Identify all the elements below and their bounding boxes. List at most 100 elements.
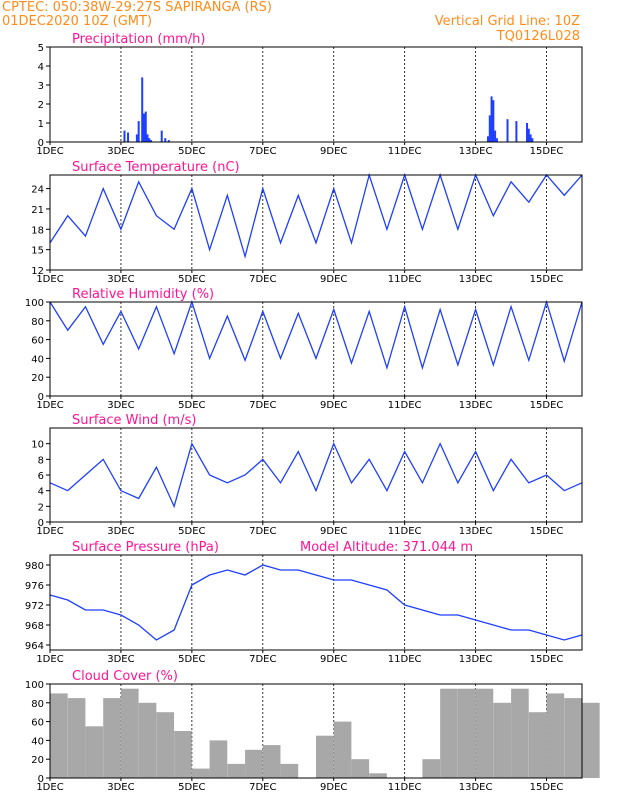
x-tick-label: 15DEC [530,526,564,537]
precip-bar [160,130,163,142]
x-tick-label: 7DEC [249,274,276,285]
x-tick-label: 11DEC [388,526,422,537]
x-tick-label: 11DEC [388,274,422,285]
x-tick-label: 7DEC [249,400,276,411]
panel-frame [49,683,583,779]
y-tick-label: 2 [38,100,44,111]
cloud-cover-bar [191,768,210,778]
cloud-cover-bar [457,688,476,778]
y-tick-label: 4 [38,487,44,498]
cloud-cover-bar [120,688,139,778]
series-line [49,441,583,509]
x-tick-label: 9DEC [320,782,347,793]
x-tick-label: 9DEC [320,274,347,285]
x-tick-label: 9DEC [320,146,347,157]
cloud-cover-bar [50,693,68,778]
y-tick-label: 5 [38,43,44,54]
y-tick-label: 15 [31,246,44,257]
cloud-cover-bar [174,731,192,778]
x-tick-label: 15DEC [530,274,564,285]
cloud-cover-bar [67,698,86,778]
x-tick-label: 5DEC [178,274,205,285]
x-tick-label: 7DEC [249,654,276,665]
x-tick-label: 5DEC [178,400,205,411]
precip-bar [137,121,140,142]
cloud-cover-bar [440,688,458,778]
cloud-cover-bar [475,688,494,778]
series-line [49,299,583,371]
cloud-cover-bar [351,759,370,778]
cloud-cover-bar [493,702,511,778]
panel-1: Surface Temperature (nC) 12 15 18 21 24 1DEC 3D… [31,160,583,285]
panel-title: Relative Humidity (%) [72,287,214,302]
cloud-cover-bar [245,749,263,778]
y-tick-label: 0 [38,774,44,785]
precip-bar [515,121,518,142]
x-tick-label: 13DEC [459,400,493,411]
panel-frame [49,46,583,143]
panel-4: Surface Pressure (hPa) Model Altitude: 37… [25,540,583,665]
panel-title: Cloud Cover (%) [72,669,178,684]
x-tick-label: 13DEC [459,782,493,793]
y-tick-label: 1 [38,119,44,130]
x-tick-label: 11DEC [388,782,422,793]
precip-bar [144,111,147,142]
y-tick-label: 976 [25,581,44,592]
y-tick-label: 80 [31,699,44,710]
y-tick-label: 3 [38,81,44,92]
precip-bar [127,132,130,142]
cloud-cover-bar [85,726,104,778]
y-tick-label: 0 [38,392,44,403]
cloud-cover-bar [564,698,582,778]
precip-bar [148,138,151,142]
header-run-time: 01DEC2020 10Z (GMT) [2,14,152,29]
y-tick-label: 10 [31,440,44,451]
header-station: CPTEC: 050:38W-29:27S SAPIRANGA (RS) [2,0,272,15]
x-tick-label: 15DEC [530,146,564,157]
y-tick-label: 0 [38,518,44,529]
panel-title: Surface Pressure (hPa) [72,540,219,555]
panel-title: Surface Temperature (nC) [72,160,240,175]
cloud-cover-bar [511,688,529,778]
panel-annotation: Model Altitude: 371.044 m [300,540,473,555]
x-tick-label: 13DEC [459,274,493,285]
y-tick-label: 60 [31,336,44,347]
y-tick-label: 80 [31,317,44,328]
cloud-cover-bar [422,759,441,778]
x-tick-label: 15DEC [530,782,564,793]
cloud-cover-bar [582,702,600,778]
x-tick-label: 5DEC [178,526,205,537]
header-model: TQ0126L028 [496,29,580,44]
cloud-cover-bar [138,702,157,778]
series-line [49,564,583,641]
y-tick-label: 20 [31,373,44,384]
precip-bar [526,123,529,142]
x-tick-label: 1DEC [36,782,63,793]
panel-frame [49,554,583,651]
x-tick-label: 1DEC [36,146,63,157]
precip-bar [150,140,153,142]
panel-3: Surface Wind (m/s) 0 2 4 6 8 10 1DEC 3DEC 5DEC 7DE… [31,413,583,537]
cloud-cover-bar [209,740,228,778]
x-tick-label: 7DEC [249,146,276,157]
y-tick-label: 4 [38,62,44,73]
y-tick-label: 8 [38,455,44,466]
panel-title: Precipitation (mm/h) [72,32,205,47]
x-tick-label: 5DEC [178,654,205,665]
precip-bar [488,115,491,142]
precip-bar [135,134,138,142]
x-tick-label: 3DEC [107,654,134,665]
y-tick-label: 12 [31,266,44,277]
x-tick-label: 13DEC [459,654,493,665]
x-tick-label: 13DEC [459,146,493,157]
cloud-cover-bar [262,745,281,778]
cloud-cover-bar [316,735,334,778]
precip-bar [531,138,534,142]
x-tick-label: 11DEC [388,400,422,411]
precip-bar [527,128,530,142]
x-tick-label: 1DEC [36,526,63,537]
header-grid-line: Vertical Grid Line: 10Z [435,14,580,29]
x-tick-label: 3DEC [107,146,134,157]
precip-bar [495,138,498,142]
